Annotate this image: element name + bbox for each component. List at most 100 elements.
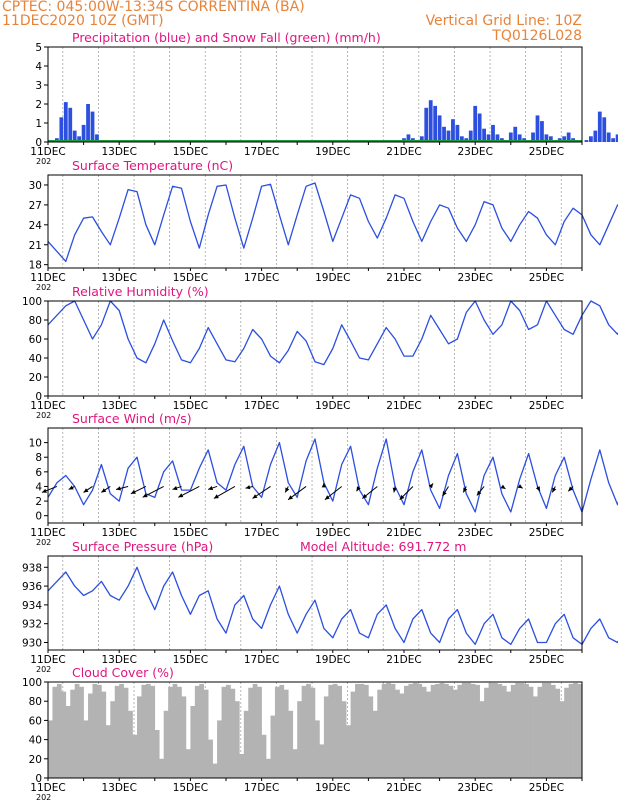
x-tick-label: 17DEC — [244, 272, 279, 284]
precip-bar — [611, 138, 616, 142]
cloud-bar — [92, 683, 98, 778]
cloud-bar — [181, 696, 187, 778]
cloud-bar — [96, 684, 102, 778]
y-tick-label: 8 — [35, 452, 42, 464]
wind-vector-head — [500, 484, 506, 489]
precip-bar — [433, 105, 438, 142]
x-tick-label: 13DEC — [101, 527, 136, 539]
cloud-bar — [577, 683, 583, 778]
y-tick-label: 80 — [29, 315, 42, 327]
precip-bar — [482, 128, 486, 142]
precip-bar — [455, 124, 460, 142]
cloud-bar — [310, 687, 316, 778]
cloud-bar — [332, 683, 338, 778]
x-tick-label: 21DEC — [386, 527, 421, 539]
series-line — [47, 182, 618, 263]
panel-frame — [47, 427, 583, 524]
panel-title: Precipitation (blue) and Snow Fall (gree… — [72, 30, 381, 45]
cloud-bar — [501, 685, 507, 778]
cloud-bar — [279, 684, 285, 778]
precip-bar — [459, 136, 464, 142]
x-tick-label: 25DEC — [529, 146, 564, 158]
cloud-bar — [439, 682, 445, 778]
cloud-bar — [328, 684, 334, 778]
cloud-bar — [323, 696, 329, 778]
cloud-bar — [70, 689, 75, 778]
series-line — [47, 566, 618, 646]
precip-bar — [72, 130, 77, 142]
cloud-bar — [288, 710, 294, 778]
cloud-bar — [430, 684, 436, 778]
cloud-bar — [297, 701, 302, 778]
x-tick-label: 25DEC — [529, 400, 564, 412]
precip-bar — [59, 117, 64, 142]
precip-bar — [486, 134, 491, 142]
wind-vector-head — [356, 486, 361, 492]
cloud-bar — [168, 686, 173, 778]
precip-bar — [548, 136, 553, 142]
x-tick-label: 19DEC — [315, 146, 350, 158]
y-tick-label: 5 — [35, 42, 42, 54]
y-tick-label: 0 — [35, 511, 42, 523]
cloud-bar — [190, 706, 196, 778]
cloud-bar — [475, 684, 480, 778]
cloud-bar — [243, 710, 249, 778]
wind-vector-head — [535, 486, 540, 492]
wind-vector-head — [517, 484, 523, 489]
y-tick-label: 2 — [35, 496, 42, 508]
cloud-bar — [444, 683, 449, 778]
cloud-bar — [479, 701, 485, 778]
y-tick-label: 27 — [29, 200, 42, 212]
cloud-bar — [337, 685, 342, 778]
x-tick-label: 13DEC — [101, 654, 136, 666]
x-tick-label: 15DEC — [173, 146, 208, 158]
cloud-bar — [506, 691, 512, 778]
precip-bar — [593, 130, 598, 142]
x-tick-label: 15DEC — [173, 654, 208, 666]
wind-vector-head — [442, 491, 447, 497]
precip-bar — [508, 132, 513, 142]
cloud-bar — [524, 683, 529, 778]
wind-vector-head — [83, 488, 89, 493]
y-tick-label: 0 — [35, 773, 42, 785]
cloud-bar — [461, 682, 467, 778]
precip-bar — [442, 126, 446, 142]
cloud-bar — [110, 701, 116, 778]
cloud-bar — [132, 734, 138, 778]
panel-frame — [47, 174, 583, 269]
cloud-bar — [292, 749, 298, 778]
wind-vector-head — [41, 488, 47, 493]
precip-bar — [615, 134, 618, 142]
cloud-bar — [163, 710, 169, 778]
cloud-bar — [372, 710, 378, 778]
wind-vector-head — [213, 494, 219, 499]
cloud-bar — [208, 739, 213, 778]
x-tick-label: 11DEC — [30, 146, 65, 158]
x-tick-label: 11DEC — [30, 782, 65, 794]
cloud-bar — [377, 689, 383, 778]
cloud-bar — [541, 682, 547, 778]
cloud-bar — [412, 682, 418, 778]
cloud-bar — [145, 683, 151, 778]
cloud-bar — [56, 683, 62, 778]
x-tick-label: 11DEC — [30, 654, 65, 666]
cloud-bar — [252, 683, 258, 778]
x-tick-label: 11DEC — [30, 527, 65, 539]
x-tick-label: 23DEC — [457, 400, 492, 412]
y-tick-label: 60 — [29, 334, 42, 346]
y-tick-label: 4 — [35, 481, 42, 493]
cloud-bar — [390, 683, 396, 778]
wind-vector-head — [208, 486, 214, 491]
precip-bar — [602, 117, 607, 142]
cloud-bar — [470, 683, 476, 778]
x-tick-label: 11DEC — [30, 272, 65, 284]
panel-title: Surface Pressure (hPa) — [72, 539, 213, 554]
cloud-bar — [88, 693, 93, 778]
cloud-bar — [119, 683, 124, 778]
x-tick-label: 25DEC — [529, 782, 564, 794]
cloud-bar — [128, 710, 133, 778]
header-grid-line: Vertical Grid Line: 10Z — [425, 13, 582, 29]
y-tick-label: 40 — [29, 735, 42, 747]
cloud-bar — [497, 683, 503, 778]
